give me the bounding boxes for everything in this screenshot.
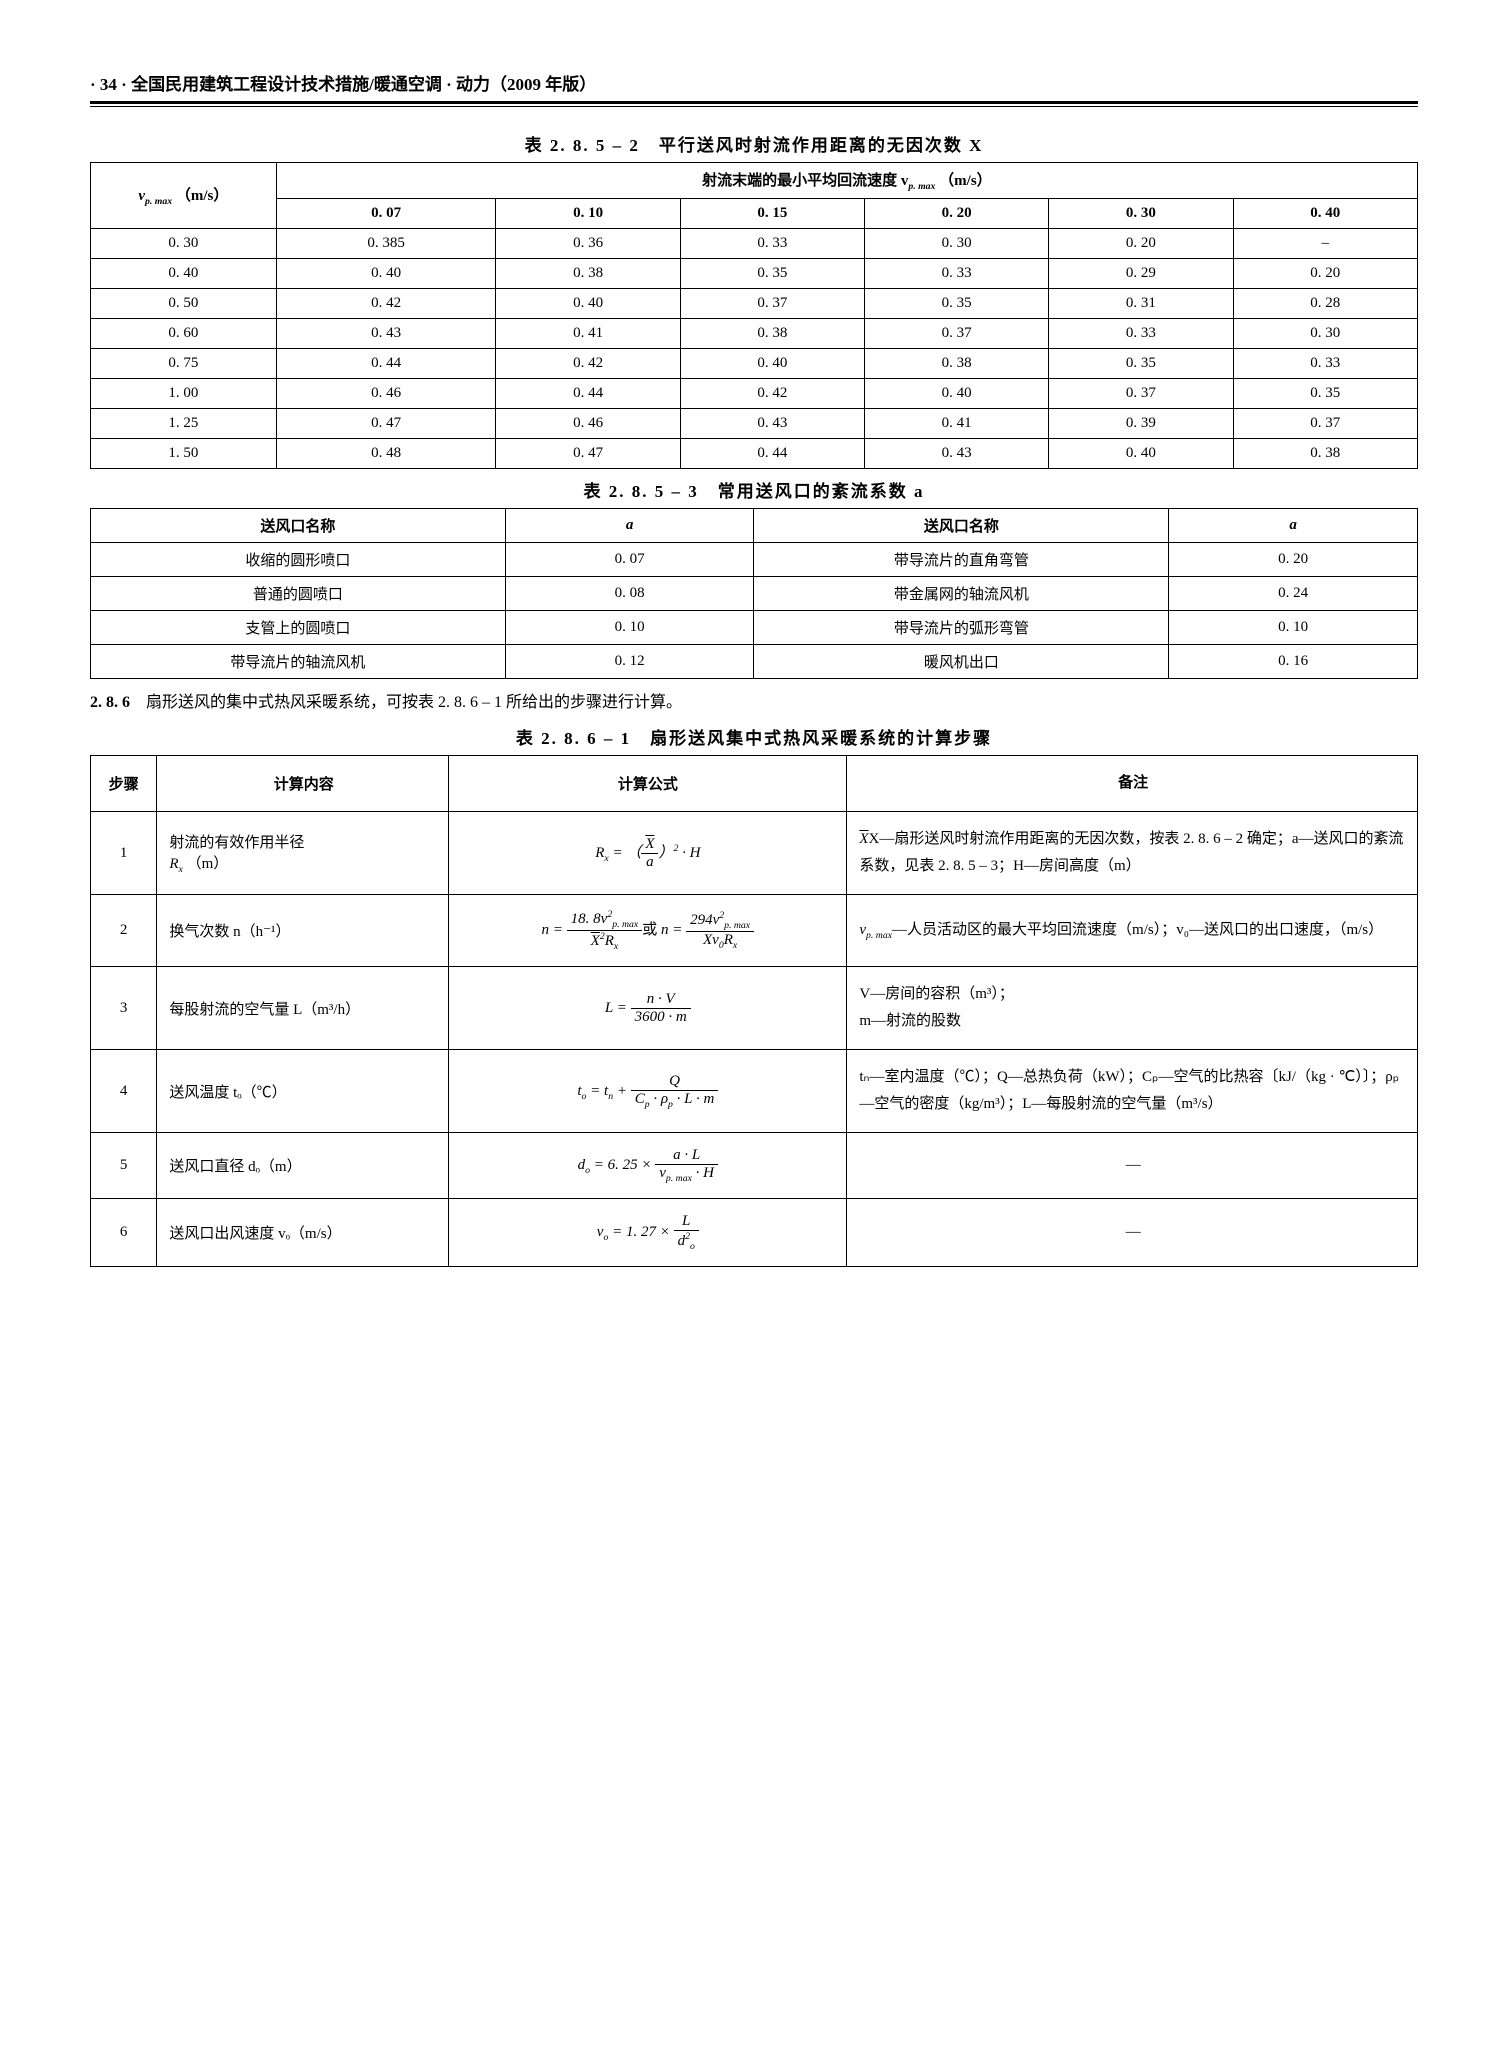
formula-2: n = 18. 8v2p. maxX2Rx或 n = 294v2p. maxXv…: [449, 895, 847, 967]
formula-5: do = 6. 25 × a · Lvp. max · H: [449, 1133, 847, 1199]
table2-row: 支管上的圆喷口0. 10带导流片的弧形弯管0. 10: [91, 611, 1418, 645]
table2-title: 表 2. 8. 5 – 3 常用送风口的紊流系数 a: [90, 477, 1418, 502]
table1-col-headers: 0. 07 0. 10 0. 15 0. 20 0. 30 0. 40: [91, 199, 1418, 229]
section-2-8-6: 2. 8. 6 扇形送风的集中式热风采暖系统，可按表 2. 8. 6 – 1 所…: [90, 689, 1418, 716]
table2-row: 普通的圆喷口0. 08带金属网的轴流风机0. 24: [91, 577, 1418, 611]
table1-row: 0. 400. 400. 380. 350. 330. 290. 20: [91, 259, 1418, 289]
formula-1: Rx = （Xa）2 · H: [449, 812, 847, 895]
table1-row: 0. 300. 3850. 360. 330. 300. 20–: [91, 229, 1418, 259]
page-header: · 34 · 全国民用建筑工程设计技术措施/暖通空调 · 动力（2009 年版）: [90, 70, 1418, 101]
table3-row-3: 3 每股射流的空气量 L（m³/h） L = n · V3600 · m V—房…: [91, 967, 1418, 1050]
table3-row-5: 5 送风口直径 dₒ（m） do = 6. 25 × a · Lvp. max …: [91, 1133, 1418, 1199]
table-2-8-6-1: 步骤 计算内容 计算公式 备注 1 射流的有效作用半径 Rx （m） Rx = …: [90, 755, 1418, 1267]
table-2-8-5-2: vp. max （m/s） 射流末端的最小平均回流速度 vp. max （m/s…: [90, 162, 1418, 469]
formula-3: L = n · V3600 · m: [449, 967, 847, 1050]
table2-row: 收缩的圆形喷口0. 07带导流片的直角弯管0. 20: [91, 543, 1418, 577]
table1-row: 0. 750. 440. 420. 400. 380. 350. 33: [91, 349, 1418, 379]
table1-row: 1. 250. 470. 460. 430. 410. 390. 37: [91, 409, 1418, 439]
table1-row: 1. 000. 460. 440. 420. 400. 370. 35: [91, 379, 1418, 409]
table3-title: 表 2. 8. 6 – 1 扇形送风集中式热风采暖系统的计算步骤: [90, 724, 1418, 749]
page-header-text: 全国民用建筑工程设计技术措施/暖通空调 · 动力（2009 年版）: [131, 75, 596, 94]
header-rule: [90, 101, 1418, 107]
table3-row-1: 1 射流的有效作用半径 Rx （m） Rx = （Xa）2 · H XX—扇形送…: [91, 812, 1418, 895]
table1-row: 1. 500. 480. 470. 440. 430. 400. 38: [91, 439, 1418, 469]
formula-4: to = tn + QCp · ρp · L · m: [449, 1050, 847, 1133]
table3-row-6: 6 送风口出风速度 vₒ（m/s） vo = 1. 27 × Ld2o —: [91, 1199, 1418, 1267]
table1-title: 表 2. 8. 5 – 2 平行送风时射流作用距离的无因次数 X: [90, 131, 1418, 156]
table-2-8-5-3: 送风口名称 a 送风口名称 a 收缩的圆形喷口0. 07带导流片的直角弯管0. …: [90, 508, 1418, 679]
table1-row: 0. 600. 430. 410. 380. 370. 330. 30: [91, 319, 1418, 349]
table3-row-4: 4 送风温度 tₒ（℃） to = tn + QCp · ρp · L · m …: [91, 1050, 1418, 1133]
page-number: · 34 ·: [90, 75, 127, 94]
formula-6: vo = 1. 27 × Ld2o: [449, 1199, 847, 1267]
table2-row: 带导流片的轴流风机0. 12暖风机出口0. 16: [91, 645, 1418, 679]
table1-row: 0. 500. 420. 400. 370. 350. 310. 28: [91, 289, 1418, 319]
table3-row-2: 2 换气次数 n（h⁻¹） n = 18. 8v2p. maxX2Rx或 n =…: [91, 895, 1418, 967]
